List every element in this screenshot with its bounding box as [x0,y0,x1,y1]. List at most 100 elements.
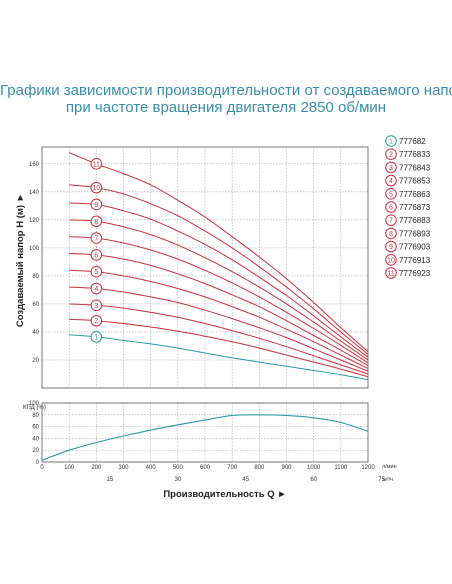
efficiency-y-tick-label: 40 [32,436,39,442]
series-line-4 [69,286,369,372]
x-tick-label-secondary: 45 [242,477,249,483]
legend-marker-3 [385,161,397,174]
series-line-3 [69,303,369,375]
series-line-1 [69,334,369,381]
legend-entry-label: 7776833 [399,150,431,159]
series-marker-2 [90,314,103,327]
series-line-5 [69,269,369,369]
series-marker-label: 10 [92,185,100,192]
efficiency-y-label: КПД (%) [23,405,46,411]
series-marker-label: 1 [94,334,98,341]
y-axis-label: Создаваемый напор Н (м) ► [15,193,26,327]
legend-marker-6 [385,201,397,213]
series-marker-label: 6 [94,252,98,259]
chart-title: Графики зависимости производительности о… [0,82,452,116]
series-marker-5 [90,265,103,278]
legend-marker-label: 11 [387,271,394,278]
series-marker-label: 8 [94,219,98,226]
y-tick-label: 20 [32,358,39,364]
efficiency-y-tick-label: 60 [32,425,39,431]
legend-marker-5 [385,188,397,200]
x-tick-label: 400 [146,465,157,471]
legend-marker-2 [385,148,397,160]
legend-marker-label: 8 [389,231,393,238]
x-axis-label: Производительность Q ► [163,489,286,500]
x-tick-label: 700 [227,465,238,471]
series-marker-4 [90,282,103,295]
series-marker-1 [90,331,103,343]
x-tick-label: 900 [281,465,292,471]
legend-marker-11 [385,267,397,279]
series-marker-3 [90,299,103,312]
series-line-8 [69,219,369,361]
efficiency-plot-frame [41,402,369,463]
legend-marker-1 [385,135,397,147]
chart-title-line1: Графики зависимости производительности о… [0,82,452,99]
series-marker-label: 9 [94,202,98,209]
x-tick-label: 500 [173,465,184,471]
legend-marker-7 [385,214,397,226]
series-marker-6 [90,249,103,261]
series-marker-8 [90,215,103,228]
series-line-7 [69,236,369,364]
legend-marker-label: 4 [389,178,393,185]
y-tick-label: 120 [29,218,40,224]
x-tick-label-secondary: 30 [174,477,181,483]
legend-entry-label: 7776863 [399,190,431,199]
x-tick-label: 200 [91,465,102,471]
legend-marker-10 [385,253,397,266]
legend: 1 777682 2 7776833 3 7776843 4 7776853 5 7776863 6… [385,135,431,279]
series-line-11 [69,152,369,352]
series-marker-10 [90,181,103,194]
legend-entry-label: 7776923 [399,269,431,278]
y-tick-label: 80 [32,274,39,280]
legend-entry-label: 777682 [399,137,426,146]
legend-marker-label: 9 [389,244,393,251]
series-marker-label: 4 [94,286,98,293]
y-tick-label: 160 [29,162,40,168]
efficiency-y-tick-label: 20 [32,448,39,454]
series-line-2 [69,318,369,378]
series-line-9 [69,202,369,358]
x-tick-label: 100 [64,465,75,471]
legend-entry-label: 7776873 [399,203,431,212]
x-tick-label: 1200 [361,465,375,471]
y-tick-label: 140 [29,190,40,196]
efficiency-y-tick-label: 0 [36,460,40,466]
efficiency-line [41,414,369,461]
legend-marker-label: 10 [387,257,395,264]
x-tick-label: 1000 [307,465,321,471]
x-tick-label-secondary: 15 [107,477,114,483]
series-marker-label: 3 [94,303,98,310]
legend-entry-label: 7776903 [399,243,431,252]
x-unit-secondary: м³/ч [383,477,393,483]
series-marker-11 [90,158,103,170]
x-tick-label-secondary: 75 [378,477,385,483]
legend-marker-label: 6 [389,205,393,212]
head-plot-area: 20 40 60 80 100 120 140 160 1 2 3 4 5 6 7 8 9 10 11 [29,146,369,389]
legend-entry-label: 7776853 [399,177,431,186]
x-unit-primary: л/мин [382,464,397,470]
legend-marker-label: 2 [389,152,393,159]
series-marker-9 [90,198,103,211]
x-tick-label: 800 [254,465,265,471]
legend-marker-8 [385,227,397,240]
y-tick-label: 100 [29,246,40,252]
y-tick-label: 60 [32,302,39,308]
x-tick-label: 300 [118,465,129,471]
x-tick-label: 1100 [334,465,348,471]
series-marker-7 [90,232,103,244]
efficiency-y-tick-label: 100 [29,401,40,407]
y-tick-label: 40 [32,330,39,336]
legend-marker-4 [385,174,397,187]
x-tick-label: 0 [40,465,44,471]
series-marker-label: 2 [94,318,98,325]
legend-marker-label: 3 [389,165,393,172]
legend-marker-label: 1 [389,139,393,146]
efficiency-y-tick-label: 80 [32,413,39,419]
series-marker-label: 5 [94,269,98,276]
chart-title-line2: при частоте вращения двигателя 2850 об/м… [65,99,387,116]
legend-entry-label: 7776883 [399,216,431,225]
